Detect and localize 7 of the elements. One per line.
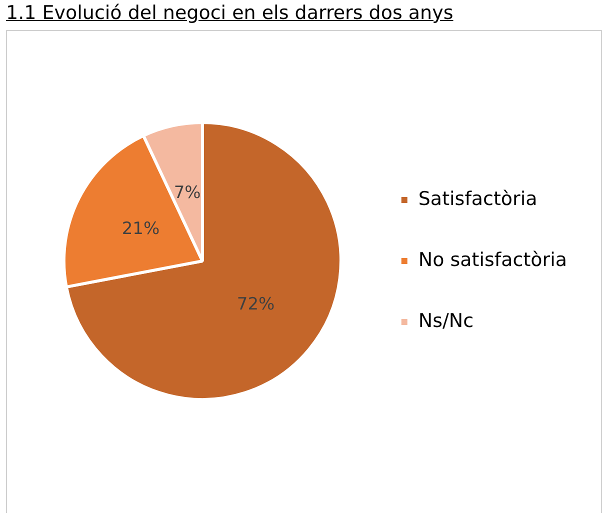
data-label: 72% bbox=[236, 294, 275, 315]
data-label: 21% bbox=[122, 218, 160, 239]
legend-label: Satisfactòria bbox=[418, 188, 538, 210]
data-label: 7% bbox=[174, 182, 201, 203]
legend-label: Ns/Nc bbox=[418, 310, 474, 332]
legend-label: No satisfactòria bbox=[418, 248, 568, 271]
chart-title: 1.1 Evolució del negoci en els darrers dos anys bbox=[5, 1, 454, 26]
